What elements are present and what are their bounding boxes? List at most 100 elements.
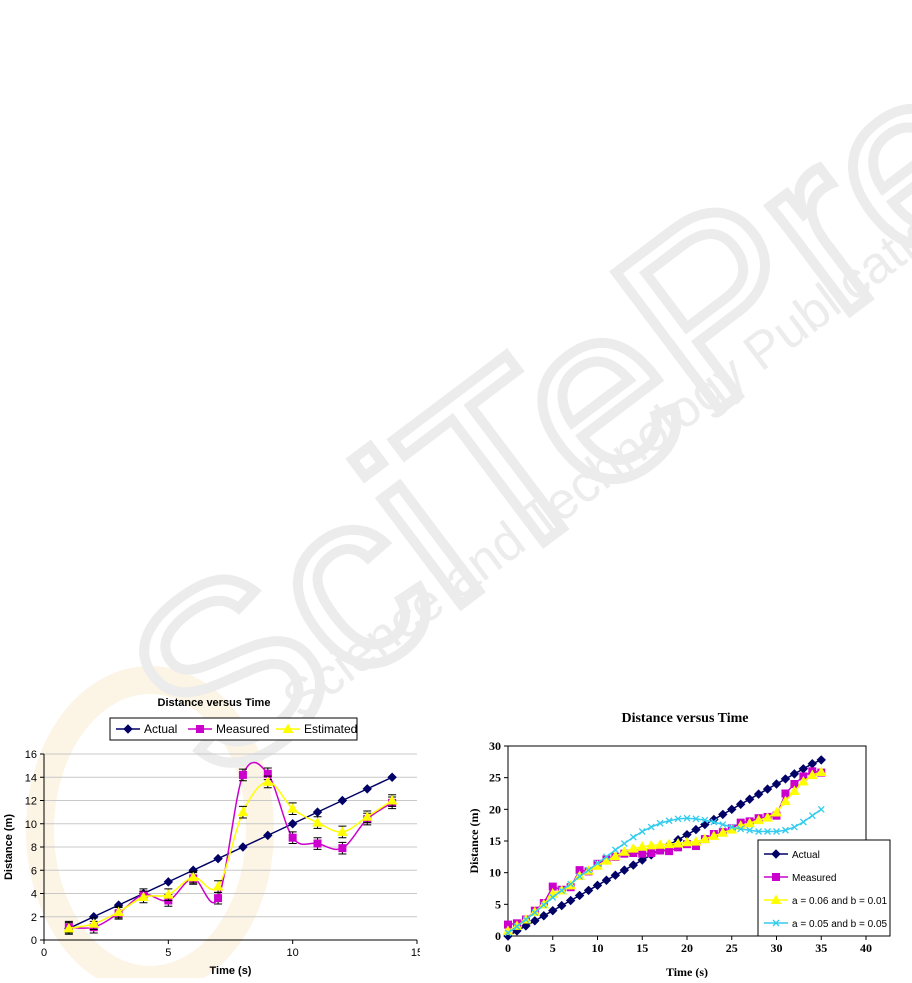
data-point [138, 891, 149, 901]
data-point [238, 770, 247, 779]
data-point [610, 850, 621, 861]
y-tick-label: 12 [25, 796, 37, 808]
series-actual [503, 755, 826, 941]
data-point [627, 843, 639, 853]
legend-marker [123, 724, 133, 734]
chart-left: Distance versus Time 0 5 10 15 0 2 4 6 8 10 12 14 16 T… [0, 690, 423, 978]
data-point [727, 804, 737, 815]
data-point [674, 815, 682, 823]
y-tick-label: 5 [495, 897, 501, 911]
data-point [735, 799, 746, 809]
y-tick-label: 4 [31, 889, 37, 901]
x-tick-label: 25 [726, 941, 738, 955]
data-point [602, 853, 610, 861]
legend-marker [772, 919, 780, 927]
data-point [287, 819, 298, 829]
data-point [162, 889, 174, 899]
data-point [548, 905, 558, 916]
data-point [601, 855, 612, 865]
data-point [701, 816, 709, 824]
data-point [638, 849, 647, 858]
legend-label: Actual [792, 850, 820, 861]
data-point [737, 825, 745, 833]
y-tick-label: 2 [31, 912, 37, 924]
data-point [583, 885, 594, 896]
legend-label: Actual [144, 722, 177, 736]
data-point [530, 916, 540, 926]
watermark-subtext: Science and Technology Publications [272, 167, 912, 729]
x-tick-label: 10 [592, 941, 604, 955]
data-point [558, 886, 566, 894]
data-point [263, 830, 273, 841]
data-point [654, 839, 666, 849]
data-point [539, 911, 549, 921]
legend-marker [282, 723, 294, 733]
data-point [746, 826, 754, 834]
x-tick-label: 20 [681, 941, 693, 955]
data-point [619, 865, 630, 875]
data-point [647, 849, 656, 858]
data-point [744, 817, 756, 828]
data-point [709, 814, 719, 825]
data-point [790, 823, 798, 831]
legend-marker [772, 873, 780, 881]
x-tick-label: 0 [505, 941, 511, 955]
data-point [717, 827, 729, 837]
data-point [337, 826, 348, 836]
data-point [574, 890, 585, 901]
data-point [753, 814, 764, 825]
data-point [699, 833, 711, 844]
y-tick-label: 10 [489, 866, 501, 880]
data-point [762, 812, 773, 822]
data-point [663, 838, 675, 849]
data-point [163, 877, 174, 887]
data-point [806, 769, 818, 780]
legend: Actual Measured Estimated [109, 717, 358, 741]
y-tick-label: 8 [31, 842, 37, 854]
data-point [645, 839, 657, 850]
data-point [773, 828, 780, 835]
y-tick-label: 20 [489, 802, 501, 816]
data-point [361, 811, 373, 821]
data-point [585, 866, 593, 874]
data-point [780, 795, 791, 806]
data-point [620, 840, 628, 847]
legend-marker [196, 725, 204, 733]
data-point [618, 846, 630, 856]
data-point [789, 769, 800, 779]
data-point [63, 922, 75, 933]
y-axis-title: Distance (m) [467, 809, 481, 874]
y-axis-title: Distance (m) [3, 814, 15, 880]
legend-marker [771, 849, 781, 859]
series-a-0-05-and-b-0-05 [504, 805, 825, 937]
data-point [556, 900, 567, 911]
x-axis-title: Time (s) [666, 965, 708, 978]
data-point [647, 823, 655, 831]
data-point [610, 870, 621, 880]
data-point [764, 828, 772, 835]
data-point [214, 894, 223, 903]
data-point [771, 806, 782, 817]
data-point [681, 836, 693, 847]
data-point [762, 784, 773, 794]
y-tick-label: 10 [25, 819, 37, 831]
x-tick-label: 15 [411, 947, 420, 959]
data-point [744, 794, 755, 804]
chart-title: Distance versus Time [158, 697, 271, 709]
x-tick-label: 5 [550, 941, 556, 955]
data-point [212, 881, 224, 891]
data-point [808, 812, 816, 820]
data-point [592, 880, 603, 891]
data-point [337, 795, 348, 806]
y-tick-label: 0 [31, 935, 37, 947]
data-point [288, 833, 297, 842]
legend-box [757, 839, 891, 937]
data-point [710, 818, 718, 826]
data-point [691, 824, 701, 835]
data-point [338, 844, 347, 853]
data-point [312, 807, 323, 817]
data-point [665, 847, 674, 856]
data-point [690, 836, 702, 846]
series-estimated [63, 775, 398, 935]
